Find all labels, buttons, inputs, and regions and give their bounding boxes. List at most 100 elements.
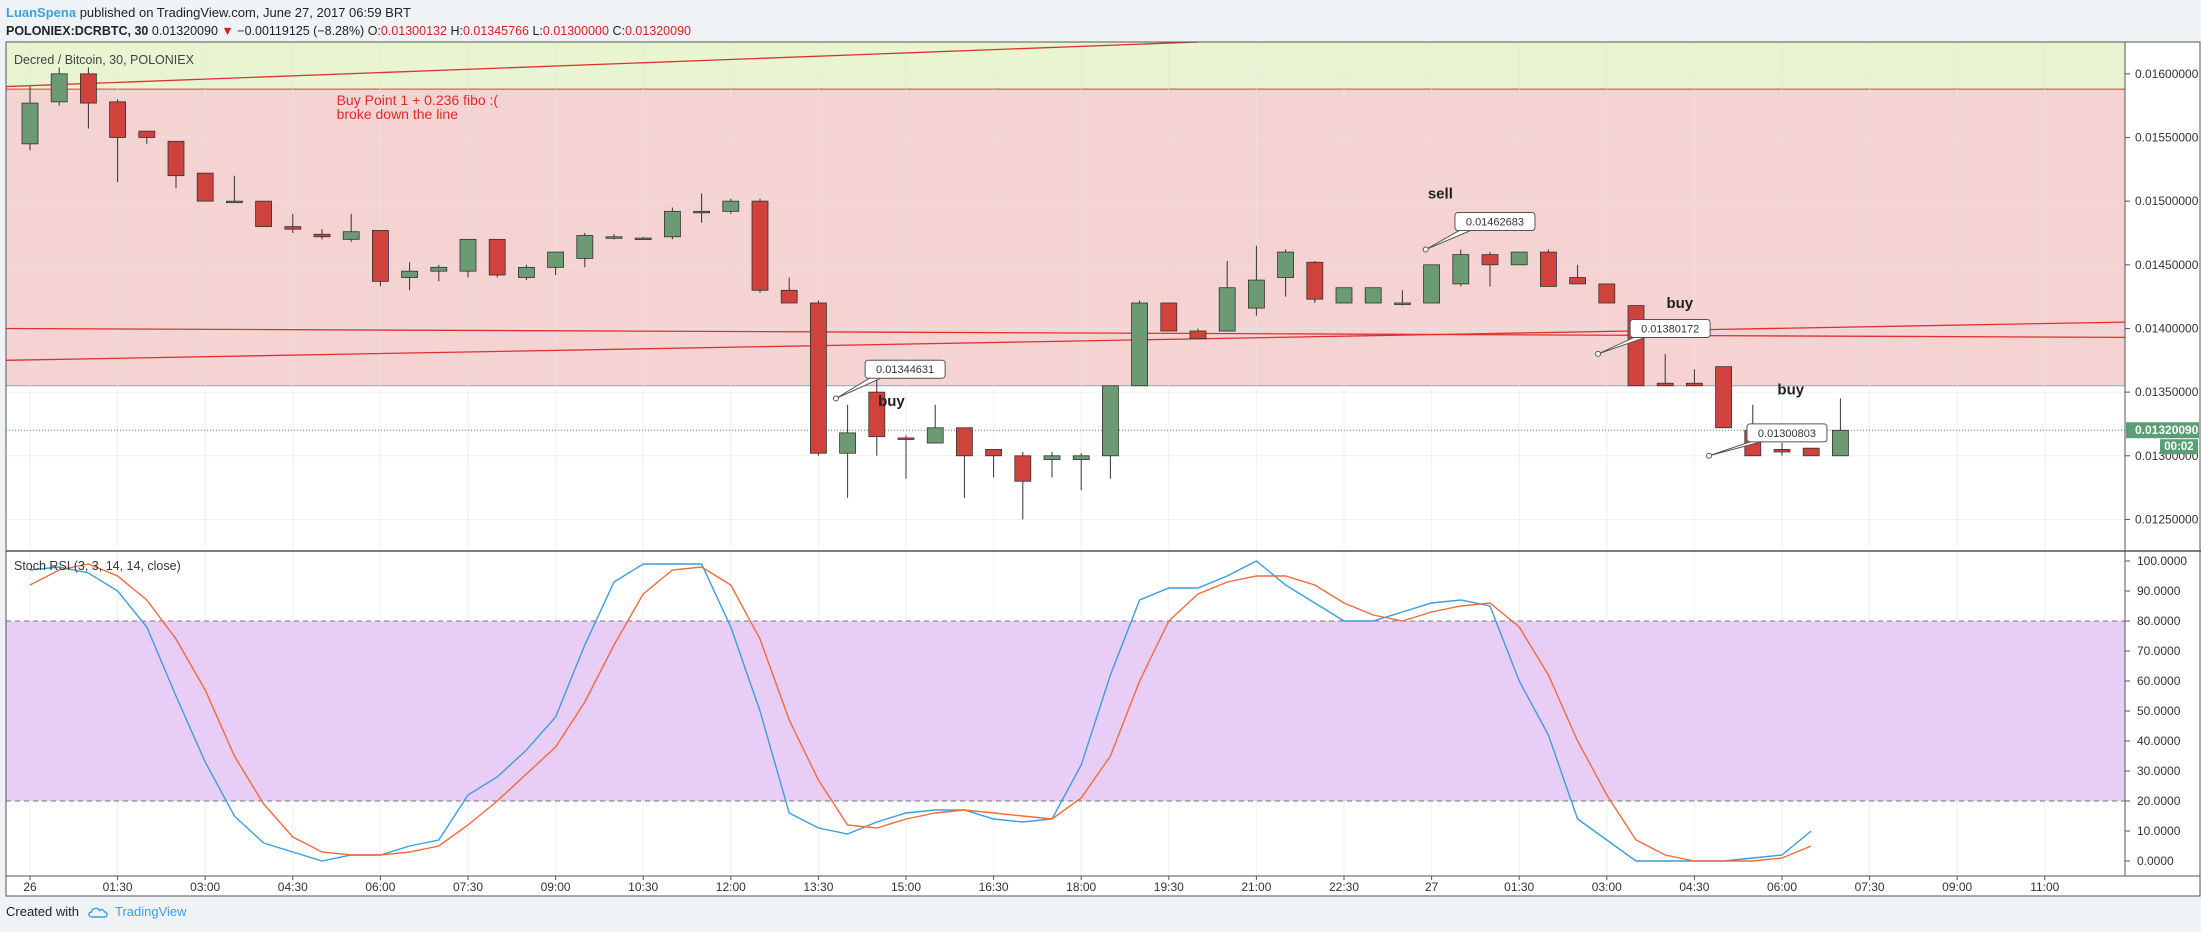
- time-tick-label: 21:00: [1241, 880, 1271, 894]
- candle: [1394, 290, 1411, 306]
- footer: Created with TradingView: [6, 904, 187, 919]
- candle-body: [80, 73, 97, 104]
- price-callout: 0.01300803: [1706, 423, 1828, 459]
- rsi-tick-label: 40.0000: [2137, 734, 2181, 748]
- candle: [576, 232, 594, 268]
- candle-body: [1335, 287, 1353, 304]
- callout-label: 0.01380172: [1641, 323, 1699, 335]
- last-price: 0.01320090: [151, 24, 218, 38]
- candle-body: [1423, 264, 1440, 304]
- time-tick-label: 16:30: [979, 880, 1009, 894]
- time-tick-label: 04:30: [1679, 880, 1709, 894]
- rsi-tick-label: 50.0000: [2137, 704, 2181, 718]
- candle: [1364, 287, 1382, 304]
- annotation-sell: sell: [1428, 186, 1453, 203]
- candle: [1189, 328, 1207, 340]
- candle: [80, 67, 97, 129]
- green-zone: [6, 42, 2125, 90]
- time-tick-label: 06:00: [365, 880, 395, 894]
- candle-body: [518, 266, 535, 278]
- candle: [284, 213, 302, 233]
- annotation-buy: buy: [878, 393, 905, 410]
- candle: [926, 404, 944, 444]
- candle-body: [1218, 287, 1236, 332]
- candle: [196, 172, 214, 202]
- candle: [1715, 366, 1732, 429]
- candle-body: [1715, 366, 1732, 429]
- tradingview-logo[interactable]: TradingView: [87, 904, 187, 919]
- tradingview-cloud-icon: [88, 907, 108, 918]
- candle: [1452, 249, 1470, 287]
- rsi-tick-label: 80.0000: [2137, 614, 2181, 628]
- candle-body: [1131, 302, 1148, 387]
- candle: [1773, 443, 1791, 456]
- tradingview-brand[interactable]: TradingView: [114, 904, 187, 919]
- open-value: 0.01300132: [380, 24, 447, 38]
- rsi-band: [6, 621, 2125, 801]
- candle-body: [897, 437, 915, 440]
- candle: [1686, 369, 1703, 387]
- time-tick-label: 26: [23, 880, 37, 894]
- candle-body: [109, 101, 126, 138]
- time-tick-label: 22:30: [1329, 880, 1359, 894]
- candle-body: [1394, 302, 1411, 305]
- time-tick-label: 10:30: [628, 880, 658, 894]
- countdown-badge: 00:02: [2160, 439, 2198, 455]
- time-tick-label: 07:30: [1855, 880, 1885, 894]
- chart-header: LuanSpena published on TradingView.com, …: [6, 3, 691, 41]
- candle-body: [1832, 429, 1849, 457]
- price-tick-label: 0.01600000: [2135, 67, 2199, 81]
- candle-body: [751, 200, 769, 291]
- low-value: 0.01300000: [542, 24, 609, 38]
- last-price-badge-label: 0.01320090: [2135, 423, 2199, 437]
- time-tick-label: 15:00: [891, 880, 921, 894]
- candle: [693, 193, 710, 223]
- candle: [430, 264, 448, 282]
- candle: [371, 230, 389, 287]
- time-tick-label: 09:00: [541, 880, 571, 894]
- candle-body: [839, 432, 856, 454]
- price-tick-label: 0.01550000: [2135, 130, 2199, 144]
- candle: [255, 200, 273, 228]
- candle-body: [1189, 330, 1207, 340]
- candle-body: [926, 427, 944, 444]
- candle: [1481, 252, 1499, 287]
- symbol-label: POLONIEX:DCRBTC, 30: [6, 24, 149, 38]
- main-pane-title: Decred / Bitcoin, 30, POLONIEX: [14, 53, 195, 67]
- candle-body: [50, 73, 68, 103]
- close-label: C:: [612, 24, 625, 38]
- candle: [313, 229, 331, 240]
- candle-body: [167, 140, 185, 177]
- rsi-line-d: [29, 563, 1812, 862]
- candle: [1627, 305, 1645, 387]
- candle: [1218, 260, 1236, 332]
- author-link[interactable]: LuanSpena: [6, 5, 77, 20]
- candle-body: [401, 270, 419, 278]
- candle: [1072, 453, 1090, 491]
- candle-body: [693, 210, 710, 214]
- candle: [1043, 451, 1061, 478]
- candle: [1160, 302, 1178, 332]
- candle-body: [430, 266, 448, 272]
- candle: [1656, 353, 1674, 387]
- time-tick-label: 03:00: [1592, 880, 1622, 894]
- candle-body: [634, 237, 652, 240]
- candle-body: [1277, 251, 1294, 278]
- candle: [401, 262, 419, 291]
- candle: [1802, 447, 1820, 457]
- candle: [664, 207, 681, 240]
- candle: [868, 379, 886, 456]
- rsi-tick-label: 20.0000: [2137, 794, 2181, 808]
- open-label: O:: [367, 24, 381, 38]
- candle-body: [1452, 254, 1470, 285]
- candle: [751, 198, 769, 293]
- price-change: −0.00119125 (−8.28%): [237, 24, 365, 38]
- countdown-bg: [2160, 439, 2198, 455]
- last-price-badge-bg: [2126, 422, 2199, 439]
- time-tick-label: 11:00: [2030, 880, 2059, 894]
- high-value: 0.01345766: [462, 24, 529, 38]
- candle-body: [225, 200, 243, 204]
- candle: [1569, 264, 1586, 285]
- trend-line: [5, 327, 2126, 339]
